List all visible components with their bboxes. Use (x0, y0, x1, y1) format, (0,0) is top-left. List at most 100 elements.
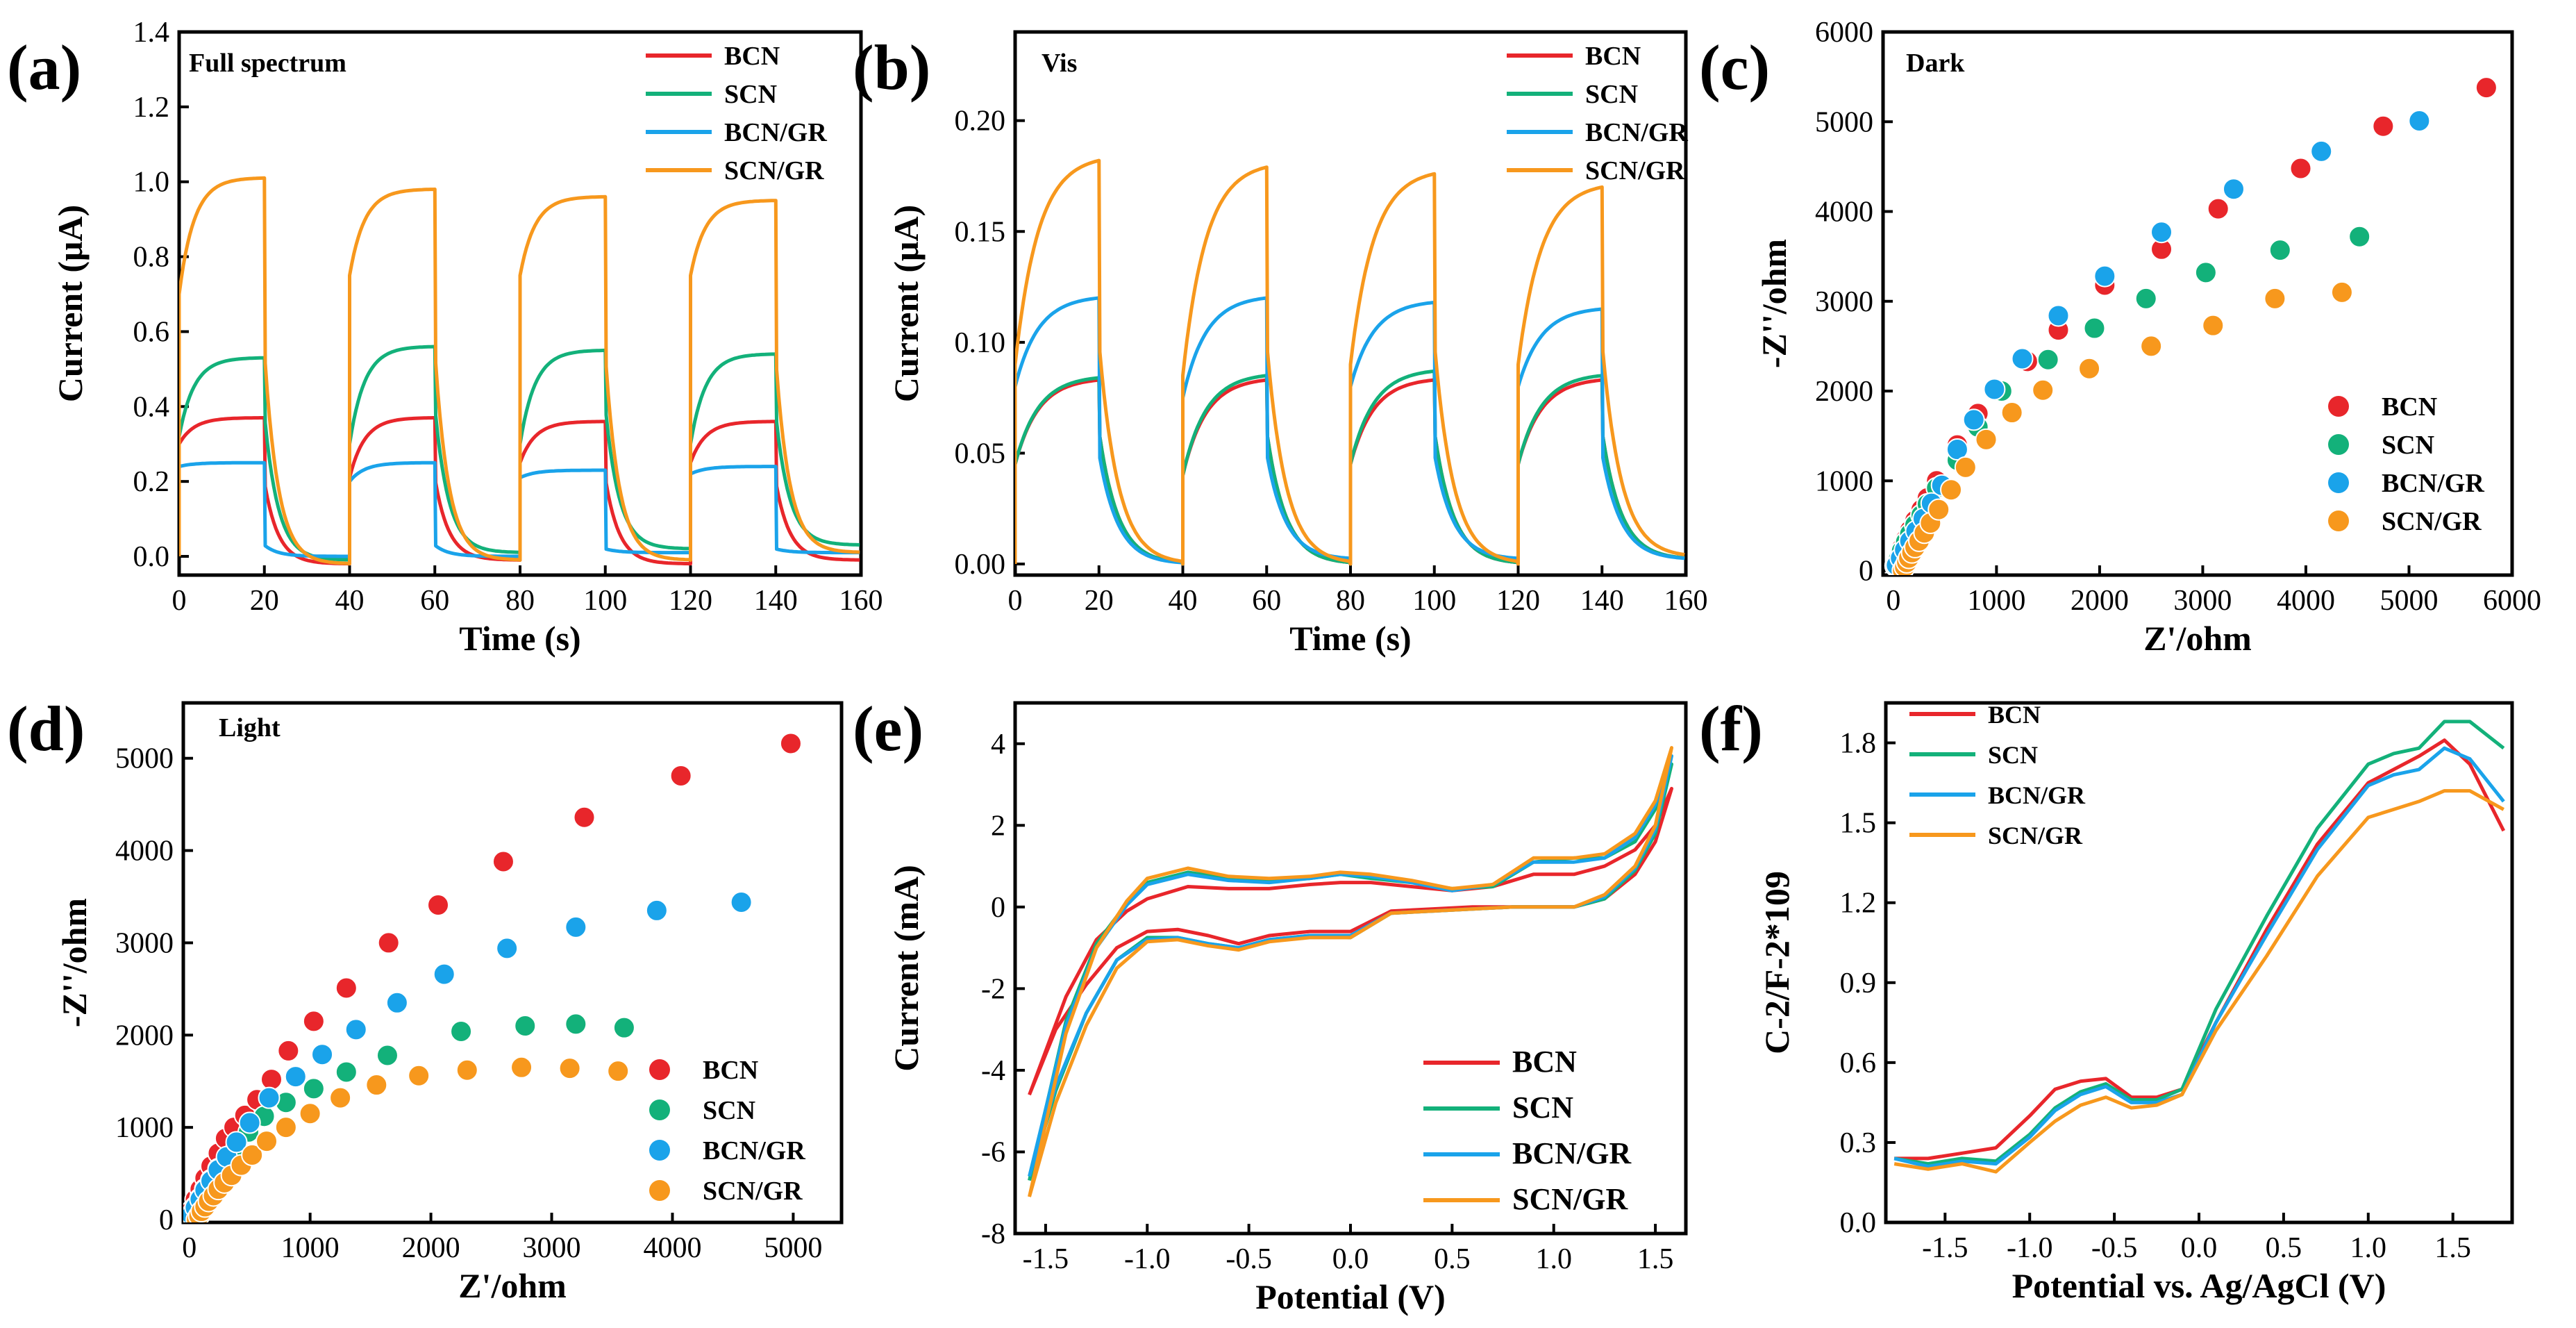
series-line-bcn (1028, 786, 1673, 1096)
data-point-bcn-gr (344, 1018, 367, 1041)
data-point-bcn-gr (496, 937, 519, 960)
x-tick-label: 20 (250, 585, 279, 617)
y-tick-label: 0.6 (133, 316, 170, 348)
data-point-bcn (2475, 76, 2498, 99)
x-tick-label: 1000 (281, 1232, 340, 1264)
data-point-bcn-gr (2408, 109, 2431, 132)
data-point-scn (514, 1015, 537, 1038)
x-tick-label: 0 (182, 1232, 196, 1264)
legend-swatch (649, 1140, 670, 1161)
y-tick-label: 0.3 (1840, 1127, 1877, 1159)
series-group (1884, 76, 2498, 575)
data-point-scn-gr (1954, 456, 1977, 479)
data-point-scn-gr (1927, 498, 1950, 521)
data-point-bcn-gr (258, 1086, 281, 1109)
data-point-bcn-gr (311, 1043, 334, 1066)
legend: BCN SCN BCN/GR SCN/GR (1507, 42, 1688, 185)
data-point-bcn (377, 931, 400, 954)
legend-label: BCN (2382, 392, 2437, 422)
data-point-bcn-gr (385, 991, 408, 1014)
panel-d: (d) Light 0 1000 2000 3000 4000 5000 0 1000 2000 30… (7, 693, 844, 1305)
data-point-scn-gr (2202, 314, 2225, 337)
data-point-scn-gr (2032, 379, 2055, 401)
x-tick-label: 1.0 (2350, 1232, 2387, 1264)
legend-swatch (649, 1099, 670, 1120)
x-tick-label: 160 (1664, 585, 1708, 617)
y-tick-label: 2000 (115, 1020, 174, 1052)
x-tick-label: 80 (1336, 585, 1365, 617)
legend-swatch (2328, 434, 2349, 455)
legend-label: BCN/GR (724, 118, 827, 147)
legend-label: BCN (703, 1056, 758, 1085)
data-point-bcn-gr (1962, 408, 1985, 431)
x-tick-label: 1.5 (1637, 1243, 1674, 1275)
series-line-bcn-gr (1893, 746, 2505, 1168)
data-point-scn (2036, 348, 2059, 371)
data-point-scn-gr (558, 1057, 581, 1080)
y-tick-label: 1000 (115, 1112, 174, 1144)
series-group (183, 732, 802, 1222)
legend-label: SCN (1512, 1090, 1573, 1124)
x-tick-label: 1.5 (2434, 1232, 2471, 1264)
y-tick-label: -2 (981, 973, 1005, 1005)
legend-label: SCN/GR (724, 156, 824, 185)
x-tick-label: -1.5 (1922, 1232, 1968, 1264)
panel-e: (e) -1.5 -1.0 -0.5 0.0 0.5 1.0 1.5 -8 -6 -4 -2 0 2 4 Po… (853, 693, 1688, 1316)
x-tick-label: 40 (335, 585, 365, 617)
x-tick-label: -1.5 (1023, 1243, 1069, 1275)
panel-label: (b) (853, 32, 930, 103)
data-point-scn-gr (1940, 479, 1963, 501)
x-tick-label: -1.0 (2007, 1232, 2053, 1264)
data-point-bcn (779, 732, 802, 755)
data-point-bcn-gr (2093, 265, 2116, 288)
data-point-scn (302, 1077, 325, 1100)
y-tick-label: 3000 (1815, 286, 1873, 318)
y-tick-label: 1.2 (133, 92, 170, 124)
series-line-scn-gr (1015, 158, 1685, 566)
data-point-bcn (2372, 115, 2395, 138)
legend: BCN SCN BCN/GR SCN/GR (2328, 392, 2484, 536)
data-point-scn-gr (455, 1059, 478, 1081)
data-point-bcn (302, 1010, 325, 1033)
x-tick-label: 1.0 (1535, 1243, 1572, 1275)
series-group (1015, 158, 1685, 566)
y-tick-label: 6000 (1815, 17, 1873, 49)
panel-title: Full spectrum (189, 49, 346, 78)
panel-label: (c) (1699, 32, 1770, 103)
data-point-bcn (2207, 197, 2230, 220)
x-axis-label: Time (s) (459, 619, 580, 658)
data-point-scn-gr (1975, 428, 1998, 451)
legend-label: SCN/GR (1585, 156, 1685, 185)
legend-label: BCN (1585, 42, 1641, 71)
x-tick-label: 20 (1085, 585, 1114, 617)
x-tick-label: 40 (1169, 585, 1198, 617)
series-group (1893, 720, 2506, 1174)
x-tick-label: 4000 (643, 1232, 701, 1264)
y-tick-label: 0.0 (1840, 1207, 1877, 1239)
x-tick-label: 3000 (523, 1232, 581, 1264)
data-point-scn (2083, 317, 2106, 340)
y-axis-label: Current (mA) (887, 865, 926, 1072)
panel-label: (f) (1699, 693, 1763, 764)
legend-label: SCN (1585, 80, 1638, 109)
x-tick-label: 0.0 (2181, 1232, 2218, 1264)
panel-c: (c) Dark 0 1000 2000 3000 4000 5000 6000 0 1000 200… (1699, 17, 2541, 658)
series-line-bcn-gr (1028, 754, 1673, 1177)
y-tick-label: 5000 (115, 743, 174, 775)
series-group (179, 176, 860, 566)
legend-label: BCN/GR (1585, 118, 1688, 147)
data-point-scn-gr (2264, 287, 2286, 310)
legend-label: BCN (1512, 1045, 1577, 1079)
series-line-scn-gr (179, 176, 860, 566)
y-tick-label: 0.9 (1840, 968, 1877, 999)
legend-label: BCN/GR (1512, 1136, 1632, 1170)
panel-title: Vis (1042, 49, 1077, 78)
y-tick-label: 0 (991, 892, 1005, 924)
data-point-bcn (669, 764, 692, 787)
data-point-scn (564, 1013, 587, 1036)
data-point-bcn (492, 850, 515, 873)
x-tick-label: 0.0 (1332, 1243, 1369, 1275)
y-tick-label: 4000 (1815, 197, 1873, 229)
data-point-bcn-gr (564, 915, 587, 938)
legend-swatch (649, 1059, 670, 1080)
